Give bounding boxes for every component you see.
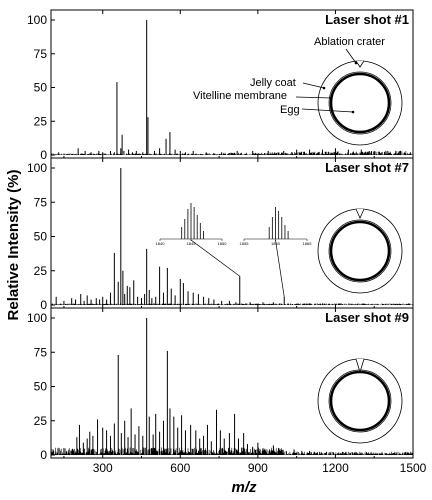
y-tick-label: 100	[27, 13, 47, 27]
inset-tick-label: 1840	[156, 241, 166, 246]
ablation-crater	[355, 358, 365, 374]
label-leader	[345, 48, 357, 64]
y-tick-label: 50	[34, 230, 48, 244]
y-tick-label: 75	[34, 47, 48, 61]
y-axis-title: Relative Intensity (%)	[5, 170, 22, 321]
schematic-label: Ablation crater	[314, 36, 385, 48]
leader-arrowhead	[351, 110, 355, 114]
zoom-inset: 1855 1860 1865	[240, 207, 313, 297]
egg-circle	[329, 370, 391, 432]
panel-title: Laser shot #1	[325, 12, 409, 27]
inset-tick-label: 1845	[187, 241, 197, 246]
y-tick-label: 25	[34, 114, 48, 128]
y-tick-label: 50	[34, 81, 48, 95]
ablation-crater	[355, 60, 365, 68]
zoom-inset: 1840 1845 1850	[156, 203, 240, 277]
y-tick-label: 75	[34, 195, 48, 209]
schematic-label: Vitelline membrane	[193, 90, 287, 102]
x-tick-label: 600	[170, 461, 190, 475]
y-tick-label: 25	[34, 264, 48, 278]
panel-frame	[50, 9, 414, 159]
y-tick-label: 100	[27, 311, 47, 325]
inset-connector	[190, 239, 240, 277]
schematic-label: Egg	[280, 104, 300, 116]
label-leader	[295, 96, 332, 99]
x-tick-label: 900	[248, 461, 268, 475]
y-tick-label: 0	[40, 148, 47, 162]
inset-connector	[275, 239, 285, 297]
y-tick-label: 75	[34, 345, 48, 359]
egg-schematic	[317, 358, 403, 444]
egg-schematic	[317, 208, 403, 294]
leader-arrowhead	[322, 86, 326, 90]
y-tick-label: 100	[27, 161, 47, 175]
noise-baseline	[51, 447, 413, 455]
egg-circle	[329, 72, 391, 134]
y-tick-label: 50	[34, 380, 48, 394]
ablation-crater	[355, 208, 365, 219]
x-axis-title: m/z	[231, 479, 257, 496]
schematic-label: Jelly coat	[250, 77, 296, 89]
vitelline-membrane-ring	[328, 71, 392, 135]
label-leader	[301, 108, 354, 113]
label-leader	[302, 82, 325, 89]
y-tick-label: 25	[34, 414, 48, 428]
egg-circle	[329, 220, 391, 282]
panel-frame	[50, 157, 414, 309]
panel-3: 0 25 50 75 100 Laser shot #9	[27, 307, 414, 462]
x-tick-label: 1200	[322, 461, 349, 475]
inset-tick-label: 1865	[303, 241, 313, 246]
noise-baseline	[51, 303, 413, 305]
panel-title: Laser shot #9	[325, 310, 409, 325]
leader-arrowhead	[329, 96, 333, 100]
x-tick-labels: 300 600 900 1200 1500	[93, 461, 427, 475]
egg-schematic	[317, 60, 403, 146]
y-tick-label: 0	[40, 448, 47, 462]
panels-group: 0 25 50 75 100 Laser shot #1 Ablation crater Je…	[27, 9, 414, 462]
leader-arrowhead	[354, 61, 358, 65]
panel-1: 0 25 50 75 100 Laser shot #1 Ablation crater Je…	[27, 9, 414, 162]
y-tick-label: 0	[40, 298, 47, 312]
noise-baseline	[51, 150, 413, 155]
x-tick-label: 1500	[400, 461, 427, 475]
inset-tick-label: 1850	[218, 241, 228, 246]
vitelline-membrane-ring	[328, 219, 392, 283]
x-tick-label: 300	[93, 461, 113, 475]
panel-frame	[50, 307, 414, 459]
panel-title: Laser shot #7	[325, 160, 409, 175]
vitelline-membrane-ring	[328, 369, 392, 433]
inset-tick-label: 1855	[240, 241, 250, 246]
